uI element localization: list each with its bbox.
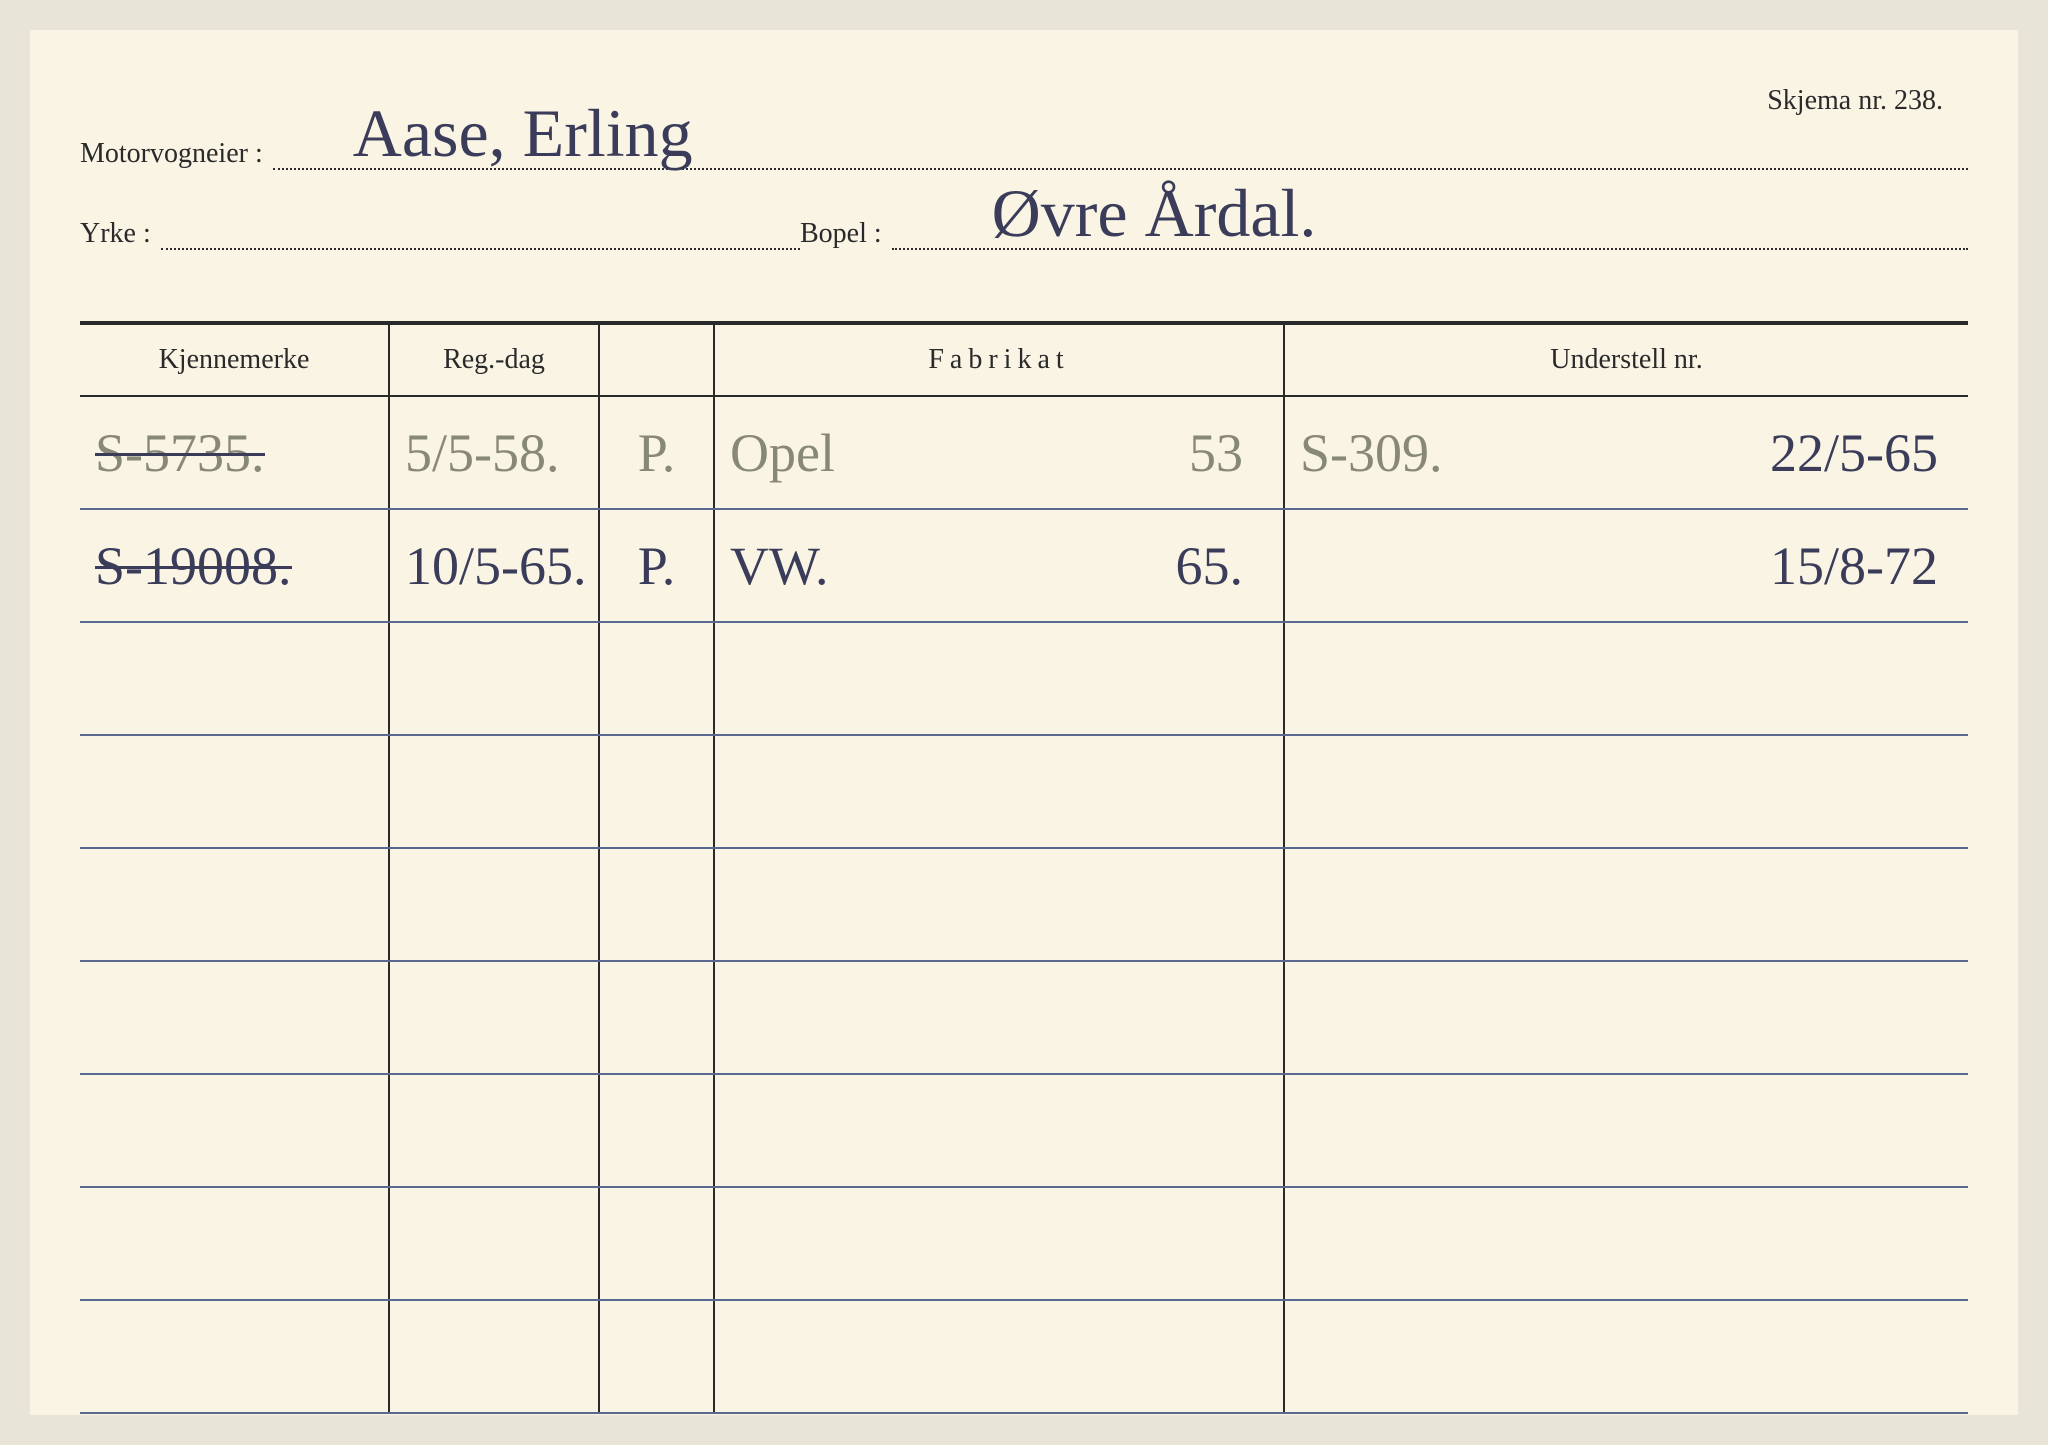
fabrikat-name: VW. (730, 535, 829, 597)
cell-fabrikat (715, 1301, 1285, 1412)
cell-regdag: 10/5-65. (390, 510, 600, 621)
occupation-dotted-line (161, 200, 800, 250)
owner-dotted-line: Aase, Erling (273, 120, 1968, 170)
residence-value: Øvre Årdal. (992, 174, 1317, 253)
table-header-row: Kjennemerke Reg.-dag Fabrikat Understell… (80, 325, 1968, 397)
understell-value: S-309. (1300, 422, 1443, 484)
cell-kjennemerke (80, 1075, 390, 1186)
regdag-value: 5/5-58. (405, 422, 560, 484)
cell-kjennemerke (80, 1188, 390, 1299)
cell-type (600, 1301, 715, 1412)
owner-value: Aase, Erling (353, 94, 693, 173)
cell-type: P. (600, 510, 715, 621)
understell-date2: 15/8-72 (1770, 535, 1938, 597)
owner-field-row: Motorvogneier : Aase, Erling (80, 120, 1968, 170)
cell-regdag (390, 736, 600, 847)
cell-understell (1285, 1075, 1968, 1186)
col-header-kjennemerke: Kjennemerke (80, 325, 390, 395)
cell-fabrikat (715, 623, 1285, 734)
type-value: P. (638, 422, 676, 484)
fabrikat-year: 65. (1176, 535, 1244, 597)
cell-understell: 15/8-72 (1285, 510, 1968, 621)
fabrikat-year: 53 (1189, 422, 1243, 484)
cell-fabrikat (715, 1075, 1285, 1186)
occupation-field: Yrke : (80, 200, 800, 250)
cell-understell (1285, 849, 1968, 960)
table-row: S-19008. 10/5-65. P. VW. 65. 15/8-72 (80, 510, 1968, 623)
cell-kjennemerke (80, 736, 390, 847)
cell-understell (1285, 1188, 1968, 1299)
fabrikat-wrapper: VW. 65. (730, 535, 1283, 597)
table-row-empty (80, 962, 1968, 1075)
cell-type (600, 736, 715, 847)
fabrikat-wrapper: Opel 53 (730, 422, 1283, 484)
table-section: Kjennemerke Reg.-dag Fabrikat Understell… (80, 325, 1968, 1414)
table-body: S-5735. 5/5-58. P. Opel 53 S-309. 22/5-65 S-190… (80, 397, 1968, 1414)
cell-regdag (390, 962, 600, 1073)
cell-type (600, 849, 715, 960)
cell-understell (1285, 623, 1968, 734)
col-header-type (600, 325, 715, 395)
cell-kjennemerke (80, 962, 390, 1073)
registration-card: Skjema nr. 238. Motorvogneier : Aase, Er… (30, 30, 2018, 1415)
understell-wrapper: S-309. 22/5-65 (1300, 422, 1968, 484)
form-number: Skjema nr. 238. (1767, 85, 1943, 117)
col-header-understell: Understell nr. (1285, 325, 1968, 395)
owner-label: Motorvogneier : (80, 138, 273, 170)
understell-wrapper: 15/8-72 (1300, 535, 1968, 597)
table-row-empty (80, 1075, 1968, 1188)
header-section: Motorvogneier : Aase, Erling Yrke : Bope… (80, 120, 1968, 325)
cell-understell (1285, 962, 1968, 1073)
col-header-fabrikat: Fabrikat (715, 325, 1285, 395)
cell-kjennemerke (80, 1301, 390, 1412)
cell-fabrikat (715, 736, 1285, 847)
cell-understell: S-309. 22/5-65 (1285, 397, 1968, 508)
cell-regdag (390, 623, 600, 734)
cell-type (600, 1075, 715, 1186)
understell-date2: 22/5-65 (1770, 422, 1938, 484)
cell-fabrikat (715, 849, 1285, 960)
col-header-regdag: Reg.-dag (390, 325, 600, 395)
kjennemerke-value: S-19008. (95, 535, 292, 597)
cell-type (600, 962, 715, 1073)
cell-type: P. (600, 397, 715, 508)
cell-regdag (390, 849, 600, 960)
cell-fabrikat (715, 1188, 1285, 1299)
cell-kjennemerke (80, 623, 390, 734)
cell-understell (1285, 736, 1968, 847)
cell-kjennemerke: S-5735. (80, 397, 390, 508)
residence-label: Bopel : (800, 218, 892, 250)
occupation-label: Yrke : (80, 218, 161, 250)
residence-field: Bopel : Øvre Årdal. (800, 200, 1968, 250)
cell-type (600, 623, 715, 734)
cell-regdag (390, 1301, 600, 1412)
table-row-empty (80, 849, 1968, 962)
table-row-empty (80, 1301, 1968, 1414)
table-row: S-5735. 5/5-58. P. Opel 53 S-309. 22/5-65 (80, 397, 1968, 510)
table-row-empty (80, 623, 1968, 736)
residence-dotted-line: Øvre Årdal. (892, 200, 1968, 250)
cell-regdag (390, 1075, 600, 1186)
cell-regdag (390, 1188, 600, 1299)
fabrikat-name: Opel (730, 422, 835, 484)
second-header-row: Yrke : Bopel : Øvre Årdal. (80, 200, 1968, 250)
cell-fabrikat (715, 962, 1285, 1073)
cell-type (600, 1188, 715, 1299)
table-row-empty (80, 1188, 1968, 1301)
regdag-value: 10/5-65. (405, 535, 587, 597)
cell-fabrikat: VW. 65. (715, 510, 1285, 621)
cell-fabrikat: Opel 53 (715, 397, 1285, 508)
cell-kjennemerke (80, 849, 390, 960)
kjennemerke-value: S-5735. (95, 422, 265, 484)
table-row-empty (80, 736, 1968, 849)
cell-regdag: 5/5-58. (390, 397, 600, 508)
type-value: P. (638, 535, 676, 597)
cell-understell (1285, 1301, 1968, 1412)
cell-kjennemerke: S-19008. (80, 510, 390, 621)
